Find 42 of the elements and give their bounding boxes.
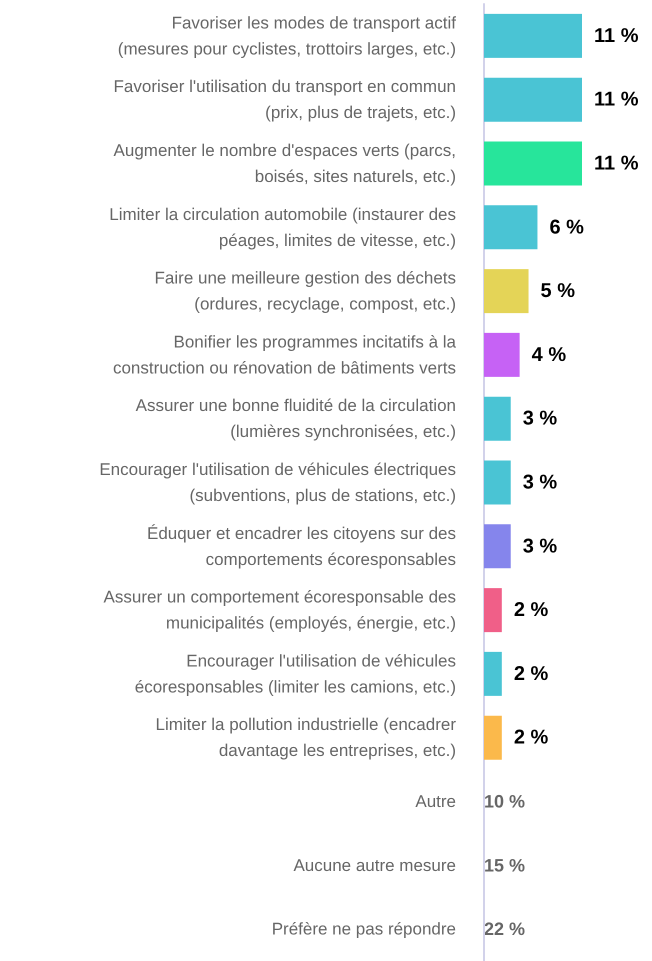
bar xyxy=(484,14,582,58)
data-label: 2 % xyxy=(514,662,548,685)
y-tick-label: Faire une meilleure gestion des déchets (ordures, recyclage, compost, etc.) xyxy=(154,268,456,314)
y-tick-label: Autre xyxy=(415,792,456,811)
text: 22 % xyxy=(484,919,526,940)
bar xyxy=(484,652,502,696)
bar xyxy=(484,269,529,314)
data-label: 3 % xyxy=(522,472,558,494)
y-tick-label: Assurer un comportement écoresponsable des municipalités (employés, énergie, etc.) xyxy=(104,588,456,633)
y-tick-label: Favoriser l'utilisation du transport en commun (prix, plus de trajets, etc.) xyxy=(114,77,456,122)
text: 15 % xyxy=(484,855,526,876)
bar xyxy=(484,460,511,504)
y-tick-label: Préfère ne pas répondre xyxy=(272,920,456,939)
data-label: 2 % xyxy=(514,599,548,622)
data-label: 2 % xyxy=(514,726,548,749)
bar xyxy=(484,716,502,760)
y-tick-label: Encourager l'utilisation de véhicules écoresponsables (limiter les camions, etc.) xyxy=(134,651,456,696)
y-tick-label: Favoriser les modes de transport actif (mesures pour cyclistes, trottoirs larges, etc.) xyxy=(118,13,456,58)
bar xyxy=(484,524,511,568)
data-label: 5 % xyxy=(540,280,576,302)
bar xyxy=(484,205,538,250)
y-tick-label: Éduquer et encadrer les citoyens sur des comportements écoresponsables xyxy=(146,524,456,569)
y-tick-label: Assurer une bonne fluidité de la circulation (lumières synchronisées, etc.) xyxy=(136,396,456,442)
bar xyxy=(484,142,582,186)
text: 10 % xyxy=(484,792,526,812)
y-tick-label: Encourager l'utilisation de véhicules électriques (subventions, plus de stations, etc.) xyxy=(99,460,456,505)
data-label: 11 % xyxy=(594,152,639,174)
bar xyxy=(484,396,511,441)
y-tick-label: Limiter la circulation automobile (instaurer des péages, limites de vitesse, etc.) xyxy=(109,204,456,250)
y-tick-label: Bonifier les programmes incitatifs à la construction ou rénovation de bâtiments verts xyxy=(112,332,457,378)
data-label: 3 % xyxy=(522,535,558,558)
data-label: 11 % xyxy=(594,24,639,47)
bar xyxy=(484,332,520,377)
y-tick-label: Limiter la pollution industrielle (encadrer davantage les entreprises, etc.) xyxy=(156,715,456,760)
data-label: 3 % xyxy=(522,408,558,430)
y-tick-label: Aucune autre mesure xyxy=(293,856,456,875)
bar xyxy=(484,78,582,122)
y-tick-label: Augmenter le nombre d'espaces verts (parcs, boisés, sites naturels, etc.) xyxy=(114,141,456,186)
bar xyxy=(484,588,502,632)
data-label: 4 % xyxy=(532,344,566,366)
data-label: 11 % xyxy=(594,88,639,111)
data-label: 6 % xyxy=(549,216,584,238)
